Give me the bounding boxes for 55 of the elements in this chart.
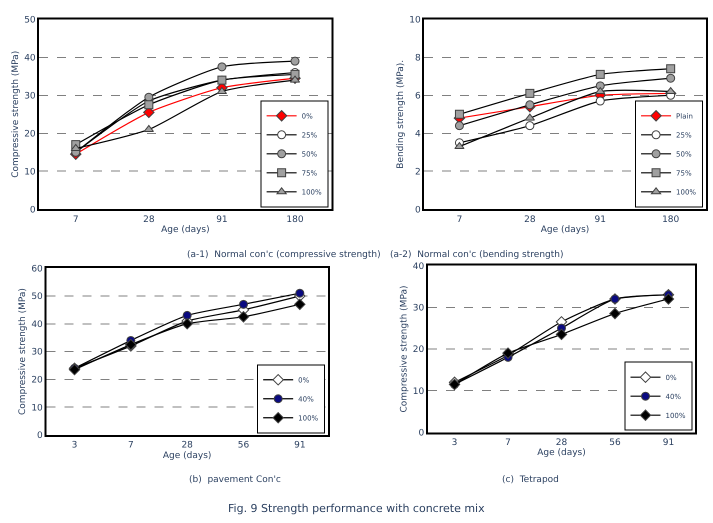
x-tick-label: 91 <box>294 440 306 450</box>
y-tick-label: 4 <box>414 129 421 140</box>
y-tick-label: 30 <box>24 91 36 102</box>
y-tick-label: 0 <box>37 431 44 442</box>
y-tick-label: 60 <box>31 264 44 274</box>
y-tick-label: 40 <box>412 262 425 272</box>
y-tick-label: 2 <box>414 167 421 178</box>
y-tick-label: 30 <box>412 303 425 314</box>
x-tick-label: 56 <box>609 438 621 448</box>
x-tick-label: 7 <box>128 440 134 450</box>
y-tick-label: 10 <box>24 167 36 178</box>
y-tick-label: 30 <box>31 348 44 358</box>
x-axis-title: Age (days) <box>162 450 212 461</box>
y-tick-label: 50 <box>24 16 36 26</box>
y-axis-title: Compressive strength (MPa) <box>11 50 22 178</box>
x-tick-label: 56 <box>238 440 250 450</box>
y-axis-title: Compressive strength (MPa) <box>18 288 28 416</box>
y-tick-label: 10 <box>409 16 421 26</box>
y-tick-label: 8 <box>414 54 421 64</box>
x-tick-label: 7 <box>505 438 511 448</box>
x-axis-title: Age (days) <box>540 225 590 236</box>
x-axis-title: Age (days) <box>161 225 210 236</box>
x-tick-label: 3 <box>72 440 78 450</box>
x-tick-label: 91 <box>216 214 228 225</box>
x-tick-label: 7 <box>72 214 79 225</box>
x-tick-label: 28 <box>181 440 194 450</box>
y-tick-label: 40 <box>24 54 36 64</box>
y-tick-label: 20 <box>412 345 425 356</box>
y-tick-label: 0 <box>418 428 425 438</box>
y-axis-title: Compressive strength (MPa) <box>400 285 410 412</box>
y-tick-label: 0 <box>30 205 36 216</box>
caption: Fig. 9 Strength performance with concrete mix <box>228 502 486 515</box>
y-tick-label: 50 <box>31 292 44 302</box>
x-tick-label: 180 <box>662 214 680 225</box>
x-tick-label: 3 <box>452 438 458 448</box>
x-axis-title: Age (days) <box>537 448 586 458</box>
x-tick-label: 7 <box>456 214 462 225</box>
y-tick-label: 20 <box>24 129 36 140</box>
text: (c) Tetrapod <box>502 475 559 485</box>
y-tick-label: 10 <box>31 403 44 414</box>
x-tick-label: 91 <box>662 438 674 448</box>
text: (b) pavement Con'c <box>189 475 281 485</box>
text: (a-2) Normal con'c (bending strength) <box>390 250 564 260</box>
x-tick-label: 28 <box>143 214 155 225</box>
y-tick-label: 10 <box>412 386 425 397</box>
y-axis-title: Bending strength (MPa). <box>396 60 406 169</box>
y-tick-label: 20 <box>31 375 44 386</box>
x-tick-label: 91 <box>594 214 606 225</box>
x-tick-label: 28 <box>524 214 536 225</box>
y-tick-label: 6 <box>414 91 421 102</box>
x-tick-label: 28 <box>556 438 568 448</box>
text: (a-1) Normal con'c (compressive strength) <box>187 250 381 260</box>
y-tick-label: 40 <box>31 320 44 330</box>
x-tick-label: 180 <box>286 214 304 225</box>
y-tick-label: 0 <box>414 205 421 216</box>
